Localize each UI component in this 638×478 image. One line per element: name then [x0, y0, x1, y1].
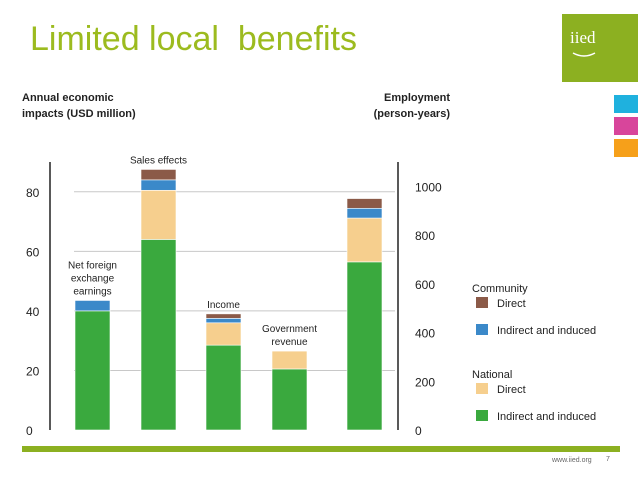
- economic-impact-chart: Annual economic impacts (USD million) Em…: [22, 92, 596, 438]
- footer-url: www.iied.org: [552, 457, 592, 464]
- left-axis-title-line-2: impacts (USD million): [22, 108, 136, 120]
- legend-label-0-1: Indirect and induced: [497, 325, 596, 337]
- right-tick-label-0: 0: [415, 424, 422, 438]
- legend-swatch-1-1: [476, 410, 488, 421]
- bar-4-community-direct: [346, 198, 383, 209]
- footer-bar: [22, 446, 620, 452]
- legend-group-title-1: National: [472, 369, 512, 381]
- bar-3-label-line-1: revenue: [271, 337, 308, 348]
- bar-1-community-indirect: [140, 179, 177, 191]
- right-tick-label-5: 1000: [415, 180, 442, 194]
- bar-0-national-indirect: [74, 310, 111, 431]
- left-tick-label-2: 40: [26, 305, 40, 319]
- bar-3-national-direct: [271, 350, 308, 370]
- right-axis-title-line-1: Employment: [384, 92, 450, 104]
- bar-3-label-line-0: Government: [262, 324, 317, 335]
- bar-0-community-indirect: [74, 300, 111, 312]
- bar-3-national-indirect: [271, 368, 308, 431]
- right-tick-label-1: 200: [415, 375, 435, 389]
- bar-2-national-indirect: [205, 344, 242, 431]
- right-axis-title-line-2: (person-years): [374, 108, 451, 120]
- legend: Community Direct Indirect and induced Natio…: [472, 283, 596, 423]
- legend-swatch-0-0: [476, 297, 488, 308]
- bar-4-community-indirect: [346, 207, 383, 219]
- left-tick-label-0: 0: [26, 424, 33, 438]
- right-tick-label-2: 400: [415, 327, 435, 341]
- bar-2-national-direct: [205, 322, 242, 346]
- cyan-square: [614, 95, 638, 113]
- left-tick-label-4: 80: [26, 186, 40, 200]
- iied-logo: iied: [562, 14, 638, 82]
- bar-4-national-indirect: [346, 261, 383, 431]
- bar-labels: Net foreign exchange earnings Sales effects…: [68, 155, 317, 348]
- bar-1-community-direct: [140, 169, 177, 181]
- legend-swatch-0-1: [476, 324, 488, 335]
- logo-text: iied: [570, 28, 596, 47]
- legend-label-1-1: Indirect and induced: [497, 411, 596, 423]
- right-tick-label-4: 800: [415, 229, 435, 243]
- legend-label-1-0: Direct: [497, 384, 526, 396]
- legend-group-title-0: Community: [472, 283, 528, 295]
- right-tick-label-3: 600: [415, 278, 435, 292]
- bar-2-community-direct: [205, 313, 242, 319]
- bar-1-national-indirect: [140, 239, 177, 431]
- bar-0-label-line-1: exchange: [71, 273, 115, 284]
- bar-0-label-line-2: earnings: [73, 286, 111, 297]
- logo-swoosh-icon: [572, 52, 596, 57]
- left-tick-label-3: 60: [26, 245, 40, 259]
- orange-square: [614, 139, 638, 157]
- bar-0-label-line-0: Net foreign: [68, 260, 117, 271]
- page-number: 7: [606, 456, 610, 463]
- bar-1-national-direct: [140, 189, 177, 240]
- axes: [49, 162, 399, 430]
- legend-label-0-0: Direct: [497, 298, 526, 310]
- bar-1-label-line-0: Sales effects: [130, 155, 187, 166]
- left-axis-title-line-1: Annual economic: [22, 92, 114, 104]
- left-tick-label-1: 20: [26, 364, 40, 378]
- bar-2-community-indirect: [205, 318, 242, 324]
- bar-4-national-direct: [346, 217, 383, 263]
- slide-title: Limited local benefits: [30, 20, 357, 58]
- bars: [74, 169, 383, 431]
- legend-swatch-1-0: [476, 383, 488, 394]
- bar-2-label-line-0: Income: [207, 300, 240, 311]
- magenta-square: [614, 117, 638, 135]
